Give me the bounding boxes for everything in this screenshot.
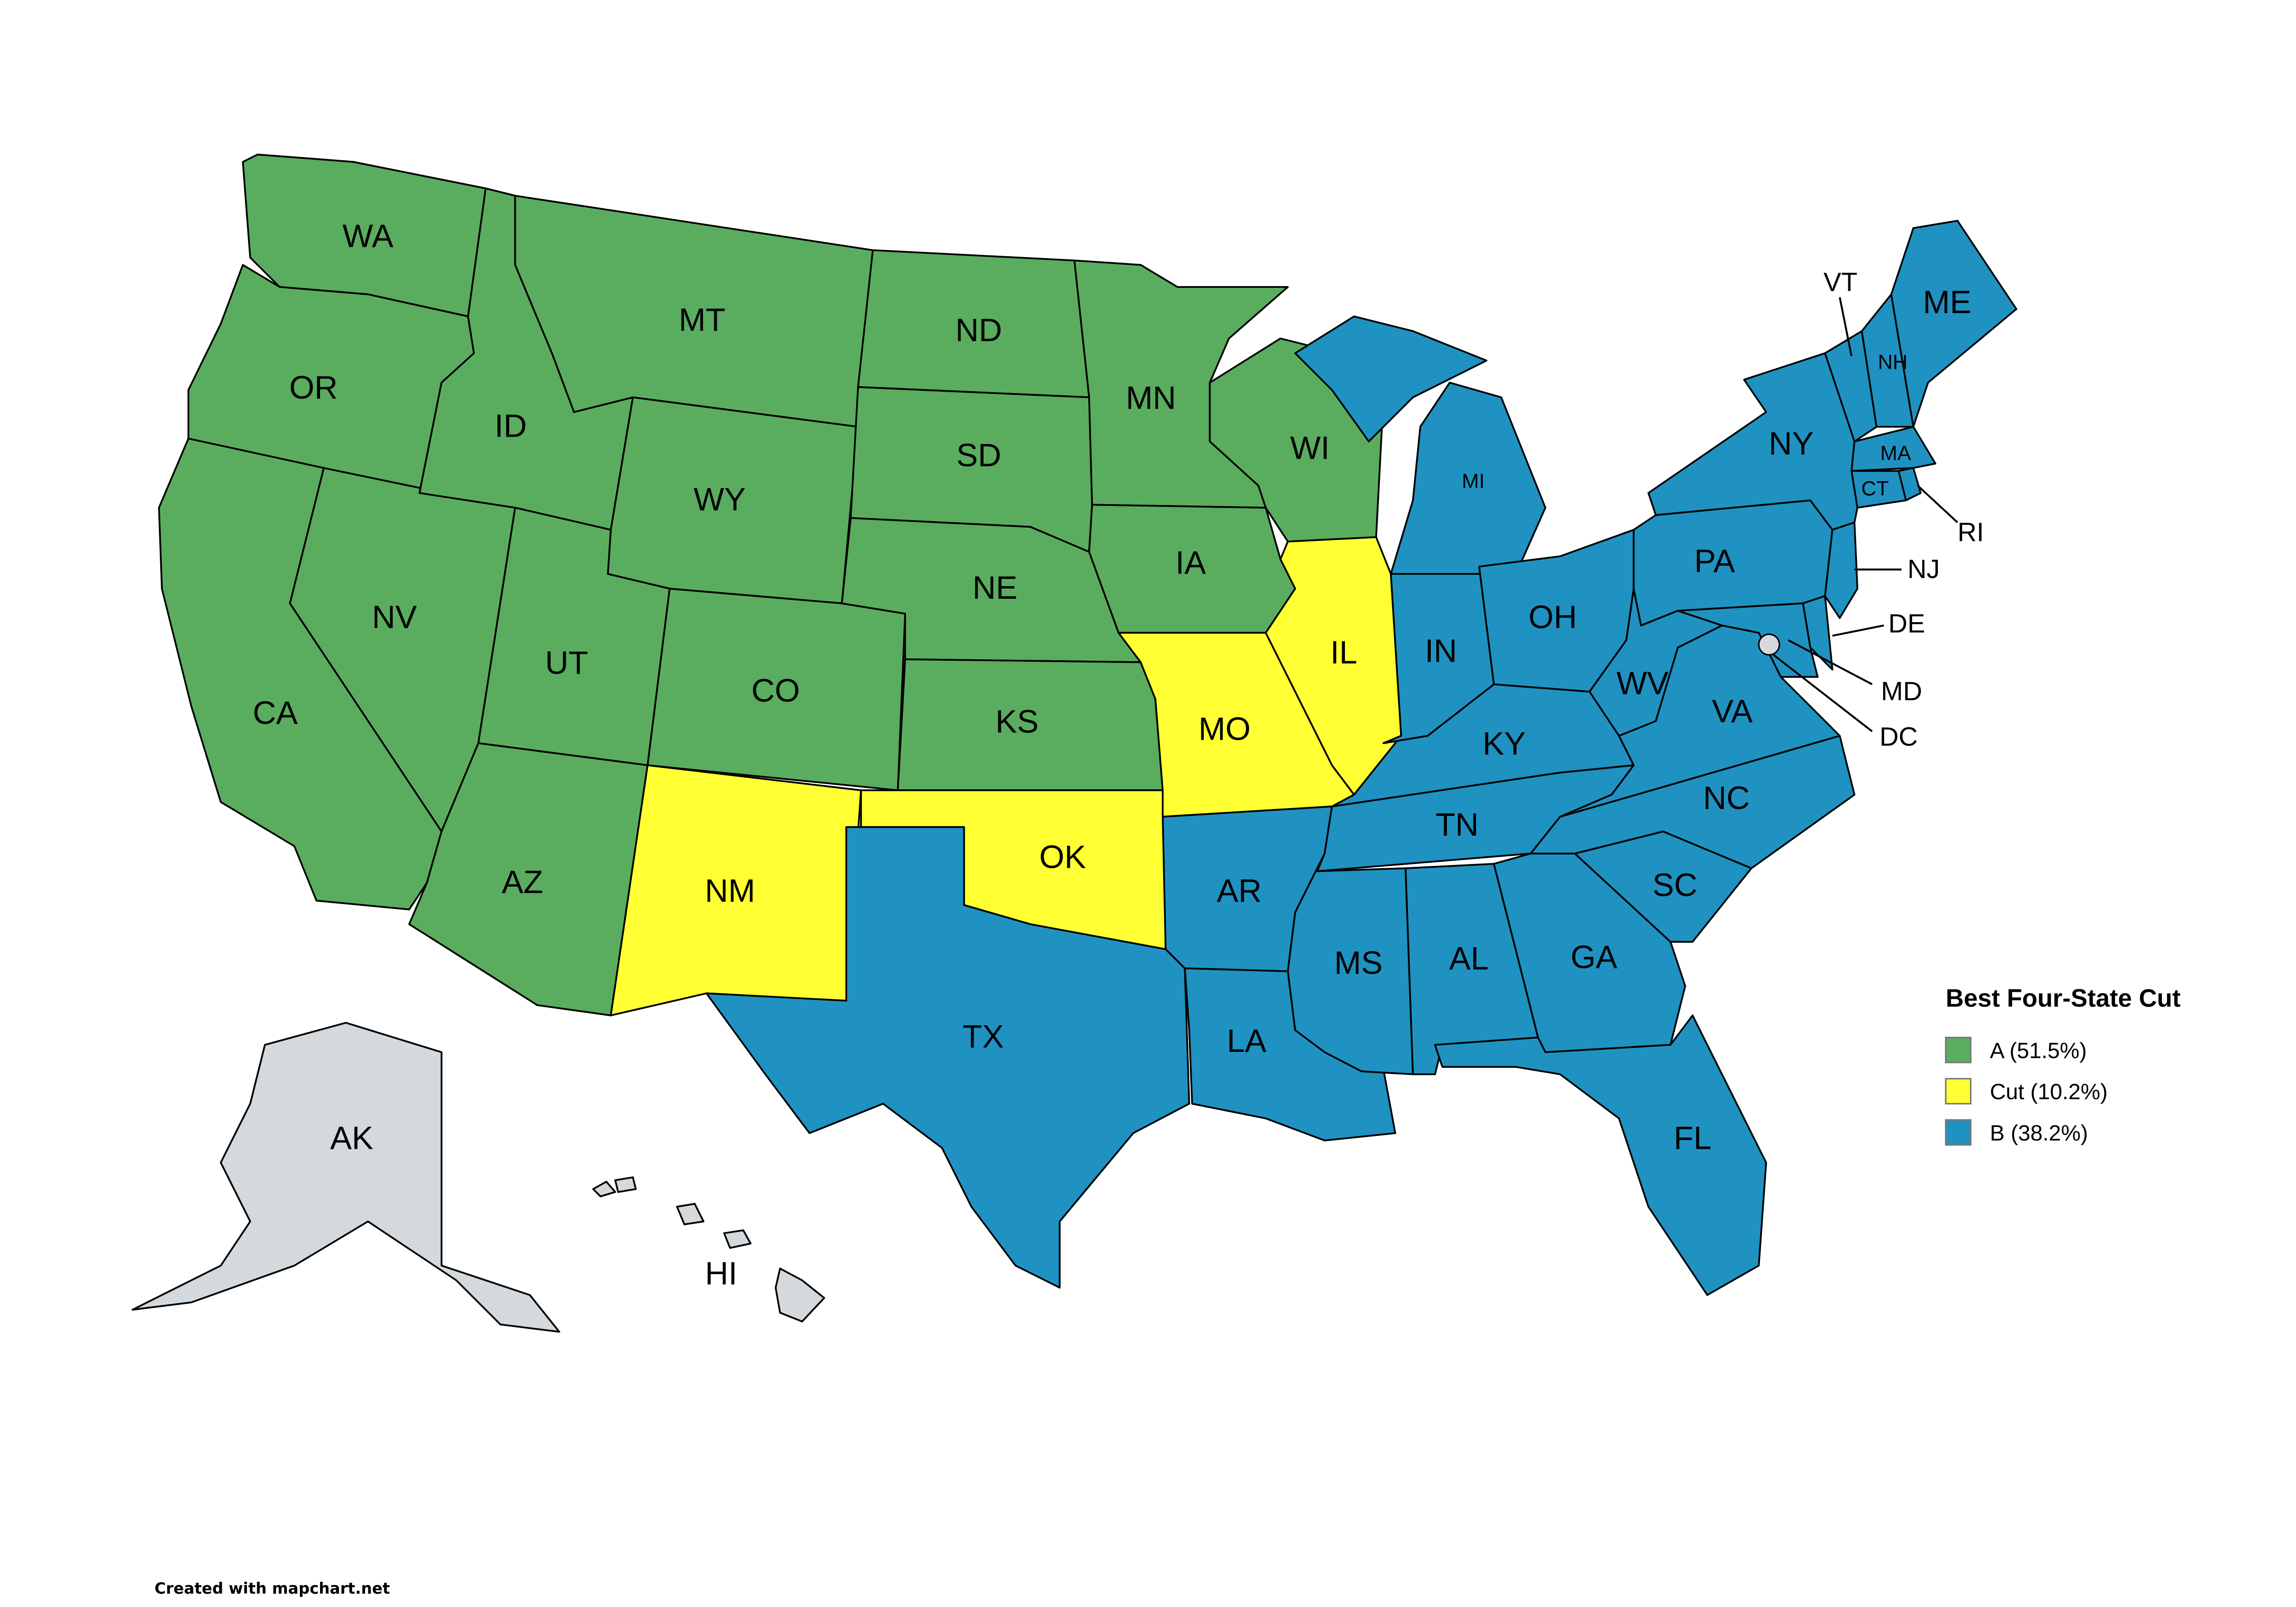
- legend-swatch-cut: [1945, 1078, 1972, 1105]
- legend-title: Best Four-State Cut: [1946, 984, 2180, 1012]
- state-label-sc: SC: [1652, 866, 1697, 903]
- state-tx[interactable]: [705, 826, 1190, 1289]
- state-hi[interactable]: [723, 1229, 752, 1249]
- state-me[interactable]: [1890, 219, 2017, 428]
- state-label-mi: MI: [1462, 469, 1485, 493]
- leader-line-md: [1788, 639, 1873, 686]
- state-hi[interactable]: [775, 1267, 825, 1323]
- state-il[interactable]: [1265, 536, 1402, 796]
- state-co[interactable]: [647, 588, 906, 792]
- state-label-ri: RI: [1958, 518, 1984, 547]
- state-md[interactable]: [1677, 602, 1819, 678]
- state-label-mn: MN: [1126, 379, 1176, 416]
- state-label-oh: OH: [1529, 599, 1577, 635]
- state-dc-marker[interactable]: [1758, 633, 1780, 656]
- state-nj[interactable]: [1824, 521, 1858, 619]
- state-label-ms: MS: [1334, 944, 1383, 981]
- state-label-in: IN: [1425, 633, 1458, 669]
- state-label-dc: DC: [1880, 722, 1918, 752]
- state-label-ga: GA: [1570, 938, 1617, 975]
- state-label-tx: TX: [962, 1018, 1004, 1054]
- state-hi[interactable]: [592, 1180, 616, 1197]
- state-label-nv: NV: [372, 599, 417, 635]
- state-label-wv: WV: [1616, 665, 1669, 701]
- state-mi[interactable]: [1294, 315, 1488, 443]
- state-label-ks: KS: [996, 703, 1039, 740]
- legend: Best Four-State Cut A (51.5%) Cut (10.2%…: [1945, 984, 2181, 1146]
- legend-swatch-a: [1945, 1037, 1972, 1063]
- state-ma[interactable]: [1851, 426, 1936, 472]
- leader-line-dc: [1773, 654, 1873, 732]
- state-hi[interactable]: [676, 1202, 704, 1225]
- state-label-or: OR: [289, 369, 338, 405]
- state-label-ny: NY: [1769, 425, 1814, 461]
- state-label-pa: PA: [1694, 543, 1735, 579]
- state-label-il: IL: [1330, 634, 1357, 670]
- state-label-nh: NH: [1878, 350, 1908, 374]
- state-label-la: LA: [1227, 1023, 1266, 1059]
- state-label-nm: NM: [705, 872, 755, 909]
- state-label-sd: SD: [956, 437, 1001, 473]
- state-label-ok: OK: [1039, 838, 1086, 875]
- state-hi[interactable]: [614, 1176, 637, 1193]
- state-label-tn: TN: [1435, 806, 1479, 843]
- state-shapes: [131, 153, 2017, 1333]
- state-label-wa: WA: [343, 218, 394, 254]
- state-label-ne: NE: [973, 569, 1018, 606]
- state-label-az: AZ: [502, 864, 543, 900]
- leader-line-ri: [1917, 485, 1958, 523]
- state-label-ut: UT: [545, 644, 588, 680]
- state-fl[interactable]: [1434, 1014, 1767, 1296]
- leader-line-vt: [1839, 297, 1853, 357]
- state-label-hi: HI: [705, 1255, 737, 1291]
- state-label-id: ID: [495, 407, 527, 444]
- state-ny[interactable]: [1647, 352, 1858, 531]
- legend-label-b: B (38.2%): [1990, 1121, 2088, 1146]
- state-label-fl: FL: [1674, 1120, 1711, 1156]
- state-label-vt: VT: [1823, 268, 1857, 297]
- state-label-wi: WI: [1290, 429, 1329, 466]
- credit-text: Created with mapchart.net: [155, 1579, 390, 1597]
- state-label-va: VA: [1712, 693, 1753, 729]
- legend-swatch-b: [1945, 1119, 1972, 1146]
- legend-label-a: A (51.5%): [1990, 1038, 2087, 1063]
- state-label-mt: MT: [679, 302, 726, 338]
- state-label-ky: KY: [1483, 725, 1526, 762]
- state-label-ia: IA: [1176, 544, 1206, 580]
- state-label-nc: NC: [1703, 780, 1750, 816]
- state-label-ak: AK: [330, 1120, 373, 1156]
- state-label-ar: AR: [1217, 872, 1262, 909]
- legend-label-cut: Cut (10.2%): [1990, 1079, 2107, 1104]
- state-mi[interactable]: [1390, 382, 1547, 575]
- state-label-nj: NJ: [1908, 555, 1940, 584]
- state-label-ma: MA: [1880, 441, 1911, 465]
- state-label-co: CO: [751, 672, 800, 708]
- state-labels: WA OR CA NV ID MT WY UT CO AZ ND SD NE KS MN IA WI NM OK MO…: [253, 218, 1984, 1292]
- state-label-nd: ND: [955, 312, 1002, 348]
- leader-line-de: [1832, 624, 1884, 637]
- state-ri[interactable]: [1897, 467, 1922, 501]
- state-ak[interactable]: [131, 1022, 560, 1333]
- state-label-ct: CT: [1861, 477, 1889, 500]
- state-label-md: MD: [1881, 677, 1922, 706]
- state-label-al: AL: [1449, 940, 1489, 977]
- state-label-mo: MO: [1199, 711, 1251, 747]
- state-label-ca: CA: [253, 694, 298, 730]
- state-label-me: ME: [1923, 284, 1972, 320]
- state-label-wy: WY: [694, 481, 746, 517]
- state-label-de: DE: [1888, 609, 1925, 638]
